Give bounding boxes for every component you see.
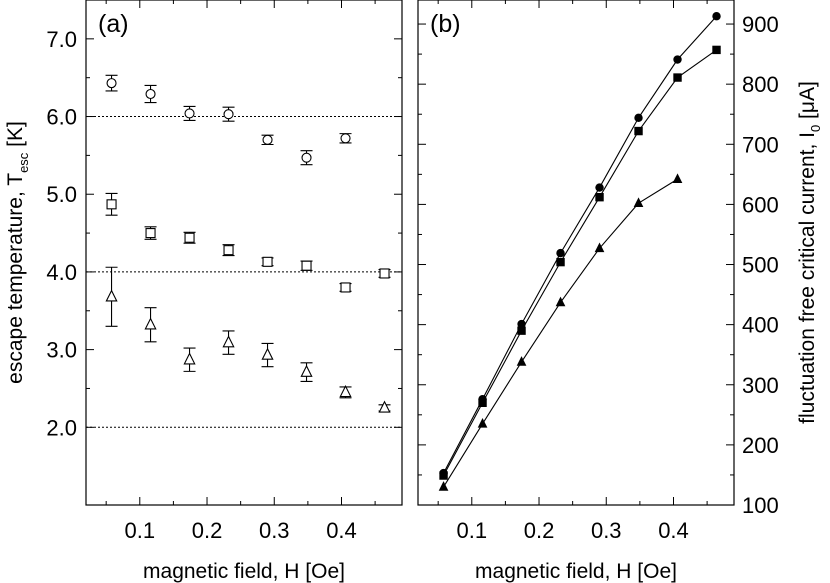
data-point-triangles [555, 296, 566, 307]
series-line-circles [443, 15, 717, 474]
y-tick-label: 100 [742, 493, 779, 518]
y-axis-title-subscript: esc [16, 152, 31, 173]
series-circles [439, 12, 721, 478]
x-tick-label: 0.2 [192, 518, 223, 543]
x-tick-label: 0.3 [591, 518, 622, 543]
data-point-triangles [594, 242, 605, 253]
x-tick-label: 0.1 [456, 518, 487, 543]
y-axis-title: fluctuation free critical current, I0 [μ… [796, 81, 823, 424]
x-tick-label: 0.3 [259, 518, 290, 543]
data-point-squares [106, 199, 117, 210]
series-squares [105, 192, 391, 293]
data-point-circles [223, 109, 234, 120]
data-point-triangles [144, 317, 157, 330]
data-point-circles [184, 108, 195, 119]
x-axis-title: magnetic field, H [Oe] [475, 560, 677, 583]
panel-label: (b) [430, 10, 461, 38]
data-point-squares [595, 192, 604, 202]
y-tick-label: 600 [742, 192, 779, 217]
data-point-squares [340, 282, 351, 293]
data-point-circles [262, 134, 273, 145]
data-point-squares [145, 228, 156, 239]
data-point-triangles [261, 347, 274, 360]
data-point-squares [262, 256, 273, 267]
y-axis-title-unit: [μA] [796, 81, 819, 125]
data-point-triangles [633, 197, 644, 208]
y-tick-label: 300 [742, 373, 779, 398]
data-point-triangles [516, 356, 527, 366]
series-circles [105, 74, 352, 166]
x-tick-label: 0.4 [658, 518, 689, 543]
data-point-circles [106, 78, 117, 89]
data-point-squares [517, 326, 526, 335]
data-point-squares [223, 245, 234, 256]
data-point-circles [556, 248, 565, 258]
panel-a: 0.1 0.2 0.3 0.4 2.0 3.0 4.0 5.0 6.0 7.0 (a) magneti… [4, 0, 403, 583]
data-point-squares [301, 260, 312, 271]
data-point-squares [556, 257, 565, 267]
y-tick-label: 800 [742, 72, 779, 97]
data-point-squares [634, 126, 643, 136]
x-tick-label: 0.1 [124, 518, 155, 543]
x-axis-title: magnetic field, H [Oe] [143, 560, 345, 583]
y-tick-label: 4.0 [46, 260, 77, 285]
y-tick-label: 7.0 [46, 27, 77, 52]
y-axis-title-main: escape temperature, T [4, 173, 27, 384]
data-point-triangles [105, 289, 118, 302]
data-point-circles [634, 113, 643, 123]
y-tick-label: 700 [742, 132, 779, 157]
panel-label: (a) [98, 10, 129, 38]
data-point-circles [340, 133, 351, 144]
data-point-triangles [300, 364, 313, 377]
series-squares [439, 45, 721, 480]
y-axis-title-main: fluctuation free critical current, I [796, 132, 819, 424]
y-tick-label: 2.0 [46, 415, 77, 440]
data-point-circles [301, 152, 312, 163]
y-axis-title-unit: [K] [4, 121, 27, 153]
series-triangles [438, 173, 683, 491]
y-tick-label: 3.0 [46, 338, 77, 363]
data-point-circles [712, 12, 721, 21]
plot-frame [417, 0, 735, 506]
data-point-circles [673, 55, 682, 64]
data-point-triangles [672, 173, 683, 183]
data-point-triangles [183, 352, 196, 365]
y-tick-label: 500 [742, 253, 779, 278]
data-point-triangles [339, 384, 352, 398]
plot-frame [85, 0, 403, 506]
series-line-squares [443, 49, 717, 476]
data-point-circles [145, 88, 156, 100]
series-line-triangles [443, 178, 678, 488]
x-tick-label: 0.2 [524, 518, 555, 543]
y-tick-label: 900 [742, 12, 779, 37]
data-point-triangles [438, 481, 449, 491]
y-tick-label: 200 [742, 433, 779, 458]
y-tick-label: 6.0 [46, 105, 77, 130]
data-point-squares [712, 45, 721, 55]
data-point-triangles [378, 400, 391, 413]
data-point-circles [595, 183, 604, 192]
series-triangles [105, 266, 391, 413]
panel-b: 0.1 0.2 0.3 0.4 100 200 300 400 500 600 700 800 900 (… [417, 0, 823, 583]
data-point-triangles [477, 418, 488, 428]
x-tick-label: 0.4 [326, 518, 357, 543]
data-point-squares [673, 73, 682, 82]
data-point-triangles [222, 335, 235, 348]
y-tick-label: 400 [742, 313, 779, 338]
data-point-squares [379, 268, 390, 279]
data-point-squares [439, 471, 448, 480]
y-axis-title: escape temperature, Tesc [K] [4, 121, 31, 384]
y-axis-title-subscript: 0 [808, 125, 823, 132]
y-tick-label: 5.0 [46, 182, 77, 207]
data-point-squares [184, 232, 195, 243]
data-point-squares [478, 398, 487, 407]
